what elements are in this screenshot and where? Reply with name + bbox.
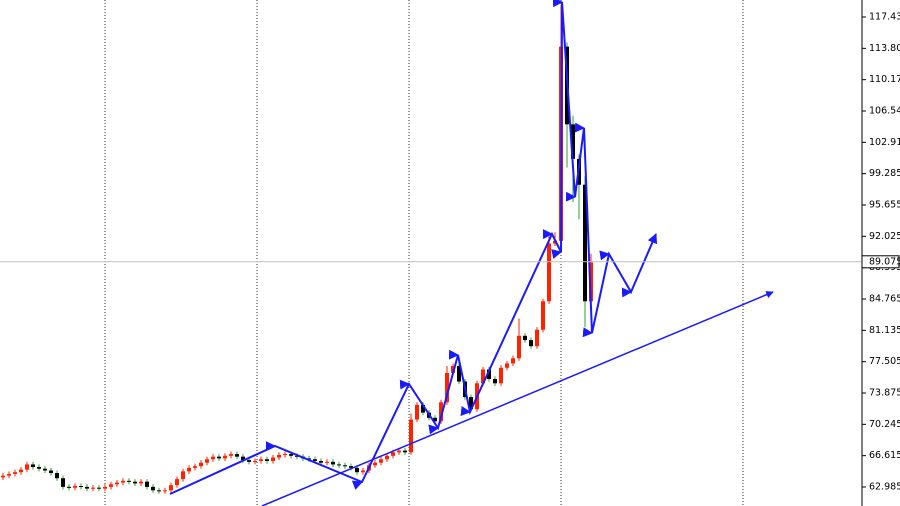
y-tick-label: 92.025	[869, 231, 900, 242]
candle-body	[109, 484, 113, 487]
candle-body	[493, 378, 497, 384]
candle-body	[217, 456, 221, 459]
candle-body	[181, 471, 185, 480]
candle-body	[517, 335, 521, 359]
candle-body	[391, 452, 395, 456]
candle-body	[259, 459, 263, 461]
candle-body	[403, 450, 407, 453]
candle-body	[253, 460, 257, 462]
candle-body	[133, 481, 137, 484]
last-price-label: 89.075	[869, 256, 900, 267]
candle-body	[229, 454, 233, 456]
y-tick-label: 73.875	[869, 388, 900, 399]
candle-body	[361, 470, 365, 473]
candle-body	[397, 450, 401, 453]
candle-body	[265, 459, 269, 461]
candle-body	[511, 358, 515, 364]
candle-body	[331, 461, 335, 465]
candle-body	[91, 487, 95, 489]
candle-body	[343, 465, 347, 467]
candle-body	[139, 481, 143, 484]
candle-body	[97, 487, 101, 489]
candles	[1, 5, 593, 494]
candle-body	[205, 459, 209, 463]
candle-body	[25, 464, 29, 470]
candle-body	[127, 480, 131, 482]
candle-body	[529, 340, 533, 347]
candle-body	[37, 467, 41, 469]
y-tick-label: 95.655	[869, 199, 900, 210]
y-tick-label: 106.545	[869, 105, 900, 116]
candle-body	[193, 466, 197, 468]
candle-body	[175, 479, 179, 486]
candle-body	[67, 486, 71, 488]
y-tick-label: 62.985	[869, 482, 900, 493]
candle-body	[223, 455, 227, 459]
candle-body	[319, 460, 323, 463]
candle-body	[547, 243, 551, 302]
y-tick-label: 84.765	[869, 293, 900, 304]
candle-body	[121, 480, 125, 483]
candle-body	[505, 363, 509, 368]
price-scale: 62.985 66.615 70.245 73.875 77.505 81.135 84.7…	[862, 11, 900, 493]
candle-body	[103, 486, 107, 489]
candle-body	[79, 486, 83, 488]
candle-body	[31, 464, 35, 468]
candle-body	[13, 472, 17, 474]
candle-body	[385, 455, 389, 460]
candle-body	[163, 490, 167, 492]
candle-body	[325, 461, 329, 463]
candle-body	[535, 329, 539, 347]
candle-body	[289, 454, 293, 456]
candle-body	[157, 490, 161, 492]
y-tick-label: 110.175	[869, 74, 900, 85]
candle-body	[43, 468, 47, 471]
candle-body	[7, 473, 11, 476]
candle-body	[499, 367, 503, 384]
candle-body	[373, 462, 377, 466]
candle-body	[541, 301, 545, 330]
candle-body	[115, 482, 119, 485]
candle-body	[355, 467, 359, 473]
candle-body	[235, 454, 239, 457]
candle-body	[187, 467, 191, 472]
candle-body	[49, 470, 53, 474]
candle-body	[55, 473, 59, 479]
y-tick-label: 77.505	[869, 356, 900, 367]
candle-body	[211, 456, 215, 460]
candle-body	[277, 454, 281, 458]
candle-body	[199, 462, 203, 467]
candle-body	[151, 486, 155, 491]
candle-body	[1, 475, 5, 478]
last-price-box	[861, 255, 900, 269]
candle-body	[379, 459, 383, 463]
candle-body	[271, 457, 275, 461]
candle-body	[61, 478, 65, 487]
y-tick-label: 102.915	[869, 137, 900, 148]
y-tick-label: 113.805	[869, 43, 900, 54]
candle-body	[19, 469, 23, 473]
candle-body	[73, 486, 77, 488]
zigzag-arrows	[169, 0, 658, 495]
candle-body	[145, 481, 149, 487]
candle-body	[409, 419, 413, 453]
candle-body	[247, 460, 251, 462]
y-tick-label: 81.135	[869, 325, 900, 336]
candle-body	[85, 486, 89, 489]
candle-body	[337, 464, 341, 466]
candle-body	[169, 485, 173, 491]
y-tick-label: 99.285	[869, 168, 900, 179]
drawings	[169, 0, 774, 506]
candle-body	[415, 404, 419, 420]
candle-body	[283, 454, 287, 456]
candle-body	[241, 456, 245, 461]
candle-body	[523, 335, 527, 341]
y-tick-label: 66.615	[869, 450, 900, 461]
y-tick-label: 117.435	[869, 11, 900, 22]
y-tick-label: 70.245	[869, 419, 900, 430]
candle-body	[313, 459, 317, 461]
trend-arrow	[261, 291, 774, 506]
